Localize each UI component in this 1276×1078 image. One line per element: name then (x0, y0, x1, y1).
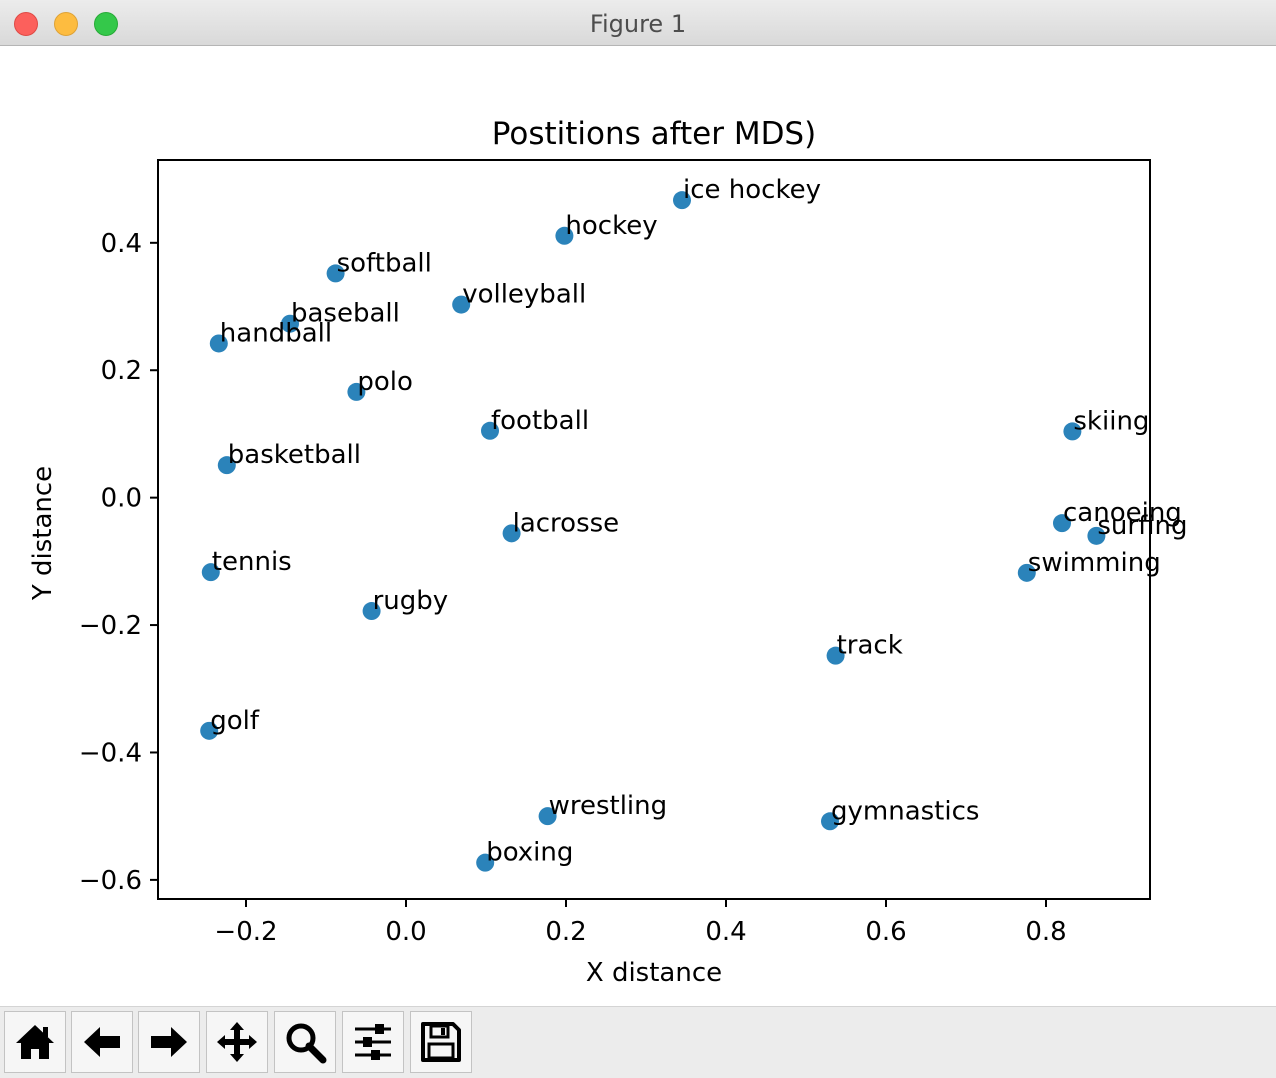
y-tick-label: 0.2 (101, 356, 142, 386)
point-label: rugby (373, 586, 449, 616)
point-label: volleyball (462, 280, 586, 310)
point-label: ice hockey (683, 175, 821, 205)
point-label: hockey (565, 211, 657, 241)
point-label: baseball (291, 299, 400, 329)
navigation-toolbar (0, 1006, 1276, 1078)
forward-arrow-icon (151, 1027, 187, 1057)
scatter-point (326, 264, 345, 283)
scatter-point (1063, 422, 1082, 441)
pan-button[interactable] (206, 1011, 268, 1073)
y-axis-label: Y distance (28, 466, 58, 601)
window-title: Figure 1 (589, 10, 687, 38)
scatter-point (201, 563, 220, 582)
chart-title: Postitions after MDS) (492, 116, 816, 152)
plot-frame (157, 159, 1151, 900)
point-label: softball (337, 248, 432, 278)
x-axis-label: X distance (586, 958, 722, 988)
zoom-button[interactable] (274, 1011, 336, 1073)
point-label: lacrosse (513, 508, 620, 538)
back-button[interactable] (71, 1011, 133, 1073)
point-label: canoeing (1063, 498, 1182, 528)
scatter-point (281, 314, 299, 333)
scatter-point (347, 382, 366, 401)
scatter-point (1053, 514, 1071, 533)
y-tick-label: 0.0 (101, 484, 142, 514)
point-label: wrestling (549, 791, 668, 821)
scatter-point (1017, 563, 1036, 582)
point-label: track (837, 631, 903, 661)
scatter-point (476, 853, 495, 872)
scatter-point (502, 524, 521, 543)
x-tick-label: −0.2 (214, 917, 277, 947)
y-tick-label: −0.2 (79, 611, 142, 641)
point-label: tennis (212, 547, 292, 577)
scatter-point (1087, 526, 1106, 545)
back-arrow-icon (84, 1027, 120, 1057)
point-label: golf (210, 706, 260, 736)
point-label: basketball (228, 440, 361, 470)
figure-canvas: Postitions after MDS) −0.2 0.0 0.2 0.4 0.6 0.… (0, 46, 1276, 1006)
minimize-window-button[interactable] (54, 12, 78, 36)
y-tick-label: 0.4 (101, 229, 142, 259)
scatter-point (452, 295, 471, 314)
x-tick-label: 0.4 (705, 917, 746, 947)
configure-subplots-button[interactable] (342, 1011, 404, 1073)
subplots-sliders-icon (355, 1024, 391, 1060)
y-tick-label: −0.6 (79, 866, 142, 896)
point-label: skiing (1073, 406, 1149, 436)
scatter-point (555, 226, 574, 245)
scatter-point (821, 812, 839, 831)
close-window-button[interactable] (14, 12, 38, 36)
point-label: boxing (486, 838, 573, 868)
home-button[interactable] (4, 1011, 66, 1073)
scatter-point (538, 807, 557, 826)
scatter-point (200, 721, 219, 740)
pan-move-icon (217, 1022, 257, 1062)
point-label: gymnastics (831, 796, 979, 826)
zoom-magnifier-icon (286, 1023, 327, 1064)
scatter-point (217, 456, 236, 475)
y-tick-label: −0.4 (79, 738, 142, 768)
x-tick-label: 0.2 (545, 917, 586, 947)
window-titlebar: Figure 1 (0, 0, 1276, 46)
zoom-window-button[interactable] (94, 12, 118, 36)
point-label: handball (220, 318, 332, 348)
point-label: surfing (1097, 511, 1187, 541)
x-tick-label: 0.0 (385, 917, 426, 947)
point-label: football (491, 406, 589, 436)
scatter-point (673, 191, 691, 210)
scatter-point (481, 421, 499, 440)
x-tick-label: 0.8 (1025, 917, 1066, 947)
point-label: swimming (1028, 548, 1161, 578)
x-tick-label: 0.6 (865, 917, 906, 947)
scatter-chart: Postitions after MDS) −0.2 0.0 0.2 0.4 0.6 0.… (28, 116, 1187, 988)
save-floppy-icon (421, 1022, 461, 1062)
point-label: polo (357, 367, 413, 397)
save-button[interactable] (410, 1011, 472, 1073)
scatter-point (362, 602, 381, 621)
scatter-point (209, 334, 228, 353)
forward-button[interactable] (138, 1011, 200, 1073)
scatter-point (826, 646, 845, 665)
home-icon (16, 1025, 54, 1059)
